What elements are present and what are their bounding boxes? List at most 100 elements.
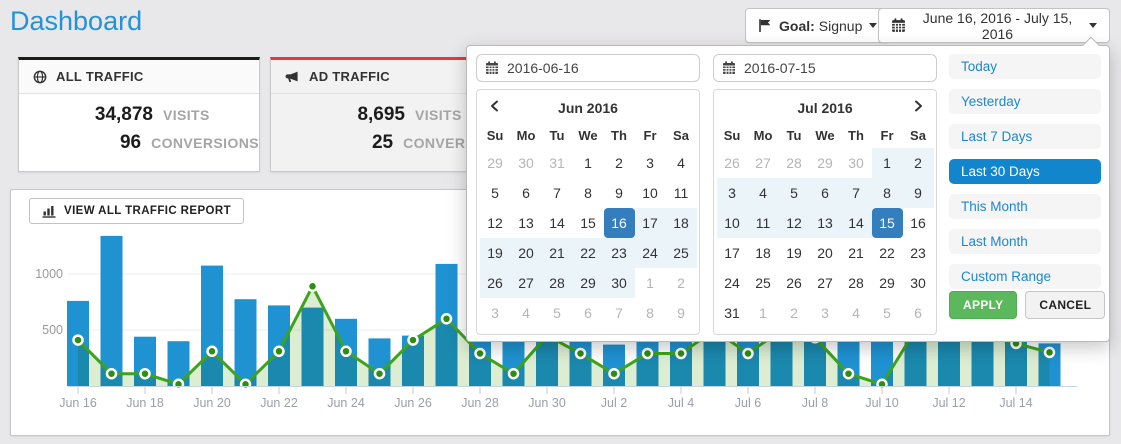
calendar-day[interactable]: 14 <box>840 208 872 238</box>
calendar-day[interactable]: 6 <box>584 305 592 321</box>
calendar-day[interactable]: 8 <box>646 305 654 321</box>
calendar-day[interactable]: 18 <box>665 208 697 238</box>
calendar-day[interactable]: 8 <box>584 185 592 201</box>
calendar-day[interactable]: 21 <box>848 245 864 261</box>
calendar-day[interactable]: 24 <box>724 275 740 291</box>
calendar-day[interactable]: 28 <box>848 275 864 291</box>
calendar-day[interactable]: 14 <box>549 215 565 231</box>
start-date-input[interactable] <box>476 54 700 82</box>
calendar-day[interactable]: 2 <box>615 155 623 171</box>
calendar-day[interactable]: 25 <box>755 275 771 291</box>
calendar-day[interactable]: 9 <box>902 178 934 208</box>
calendar-day[interactable]: 7 <box>615 305 623 321</box>
calendar-day[interactable]: 4 <box>522 305 530 321</box>
range-option-last-7-days[interactable]: Last 7 Days <box>949 124 1101 149</box>
calendar-day[interactable]: 5 <box>553 305 561 321</box>
calendar-day[interactable]: 15 <box>580 215 596 231</box>
calendar-day[interactable]: 31 <box>549 155 565 171</box>
calendar-day[interactable]: 6 <box>809 178 841 208</box>
calendar-day[interactable]: 6 <box>522 185 530 201</box>
calendar-day[interactable]: 16 <box>910 215 926 231</box>
range-option-today[interactable]: Today <box>949 54 1101 79</box>
calendar-day[interactable]: 5 <box>778 178 810 208</box>
apply-button[interactable]: APPLY <box>949 291 1018 319</box>
range-option-custom-range[interactable]: Custom Range <box>949 264 1101 289</box>
calendar-day[interactable]: 30 <box>518 155 534 171</box>
calendar-day[interactable]: 17 <box>724 245 740 261</box>
calendar-day[interactable]: 4 <box>852 305 860 321</box>
calendar-day[interactable]: 26 <box>724 155 740 171</box>
calendar-day[interactable]: 3 <box>716 178 748 208</box>
next-month-icon[interactable] <box>908 99 928 117</box>
date-range-button[interactable]: June 16, 2016 - July 15, 2016 <box>878 8 1110 43</box>
range-option-last-month[interactable]: Last Month <box>949 229 1101 254</box>
calendar-day[interactable]: 8 <box>871 178 903 208</box>
calendar-day[interactable]: 9 <box>615 185 623 201</box>
calendar-day[interactable]: 27 <box>755 155 771 171</box>
calendar-day[interactable]: 21 <box>541 238 573 268</box>
calendar-day[interactable]: 27 <box>817 275 833 291</box>
calendar-day[interactable]: 30 <box>910 275 926 291</box>
calendar-day[interactable]: 26 <box>786 275 802 291</box>
range-option-last-30-days[interactable]: Last 30 Days <box>949 159 1101 184</box>
calendar-day[interactable]: 4 <box>677 155 685 171</box>
calendar-day[interactable]: 7 <box>840 178 872 208</box>
calendar-day[interactable]: 24 <box>634 238 666 268</box>
calendar-day[interactable]: 4 <box>747 178 779 208</box>
calendar-day[interactable]: 30 <box>603 268 635 298</box>
range-option-yesterday[interactable]: Yesterday <box>949 89 1101 114</box>
end-date-input[interactable] <box>713 54 937 82</box>
calendar-day[interactable]: 1 <box>871 148 903 178</box>
calendar-day[interactable]: 20 <box>817 245 833 261</box>
calendar-day[interactable]: 2 <box>902 148 934 178</box>
calendar-day[interactable]: 1 <box>646 275 654 291</box>
calendar-day[interactable]: 2 <box>790 305 798 321</box>
calendar-day[interactable]: 5 <box>491 185 499 201</box>
calendar-day[interactable]: 23 <box>910 245 926 261</box>
calendar-day[interactable]: 5 <box>883 305 891 321</box>
calendar-day[interactable]: 12 <box>487 215 503 231</box>
calendar-day[interactable]: 3 <box>821 305 829 321</box>
calendar-day-selected[interactable]: 16 <box>603 208 635 238</box>
calendar-day[interactable]: 1 <box>759 305 767 321</box>
calendar-day[interactable]: 2 <box>677 275 685 291</box>
calendar-day[interactable]: 28 <box>541 268 573 298</box>
calendar-day[interactable]: 30 <box>848 155 864 171</box>
calendar-day[interactable]: 18 <box>755 245 771 261</box>
calendar-day[interactable]: 26 <box>479 268 511 298</box>
goal-dropdown-button[interactable]: Goal: Signup <box>745 8 891 43</box>
calendar-day[interactable]: 23 <box>603 238 635 268</box>
cancel-button[interactable]: CANCEL <box>1025 291 1106 319</box>
calendar-day[interactable]: 6 <box>914 305 922 321</box>
calendar-day-selected[interactable]: 15 <box>871 208 903 238</box>
calendar-day[interactable]: 29 <box>879 275 895 291</box>
calendar-day[interactable]: 27 <box>510 268 542 298</box>
calendar-day[interactable]: 12 <box>778 208 810 238</box>
calendar-day[interactable]: 9 <box>677 305 685 321</box>
calendar-day[interactable]: 29 <box>487 155 503 171</box>
calendar-day[interactable]: 19 <box>479 238 511 268</box>
calendar-day[interactable]: 29 <box>572 268 604 298</box>
calendar-day[interactable]: 25 <box>665 238 697 268</box>
calendar-day[interactable]: 22 <box>879 245 895 261</box>
calendar-day[interactable]: 11 <box>673 185 689 201</box>
calendar-day[interactable]: 29 <box>817 155 833 171</box>
calendar-day[interactable]: 7 <box>553 185 561 201</box>
calendar-day[interactable]: 1 <box>584 155 592 171</box>
calendar-day[interactable]: 10 <box>642 185 658 201</box>
calendar-day[interactable]: 10 <box>716 208 748 238</box>
prev-month-icon[interactable] <box>485 99 505 117</box>
calendar-day[interactable]: 22 <box>572 238 604 268</box>
calendar-day[interactable]: 19 <box>786 245 802 261</box>
calendar-day[interactable]: 3 <box>491 305 499 321</box>
range-option-this-month[interactable]: This Month <box>949 194 1101 219</box>
calendar-day[interactable]: 3 <box>646 155 654 171</box>
calendar-day[interactable]: 20 <box>510 238 542 268</box>
all-traffic-card[interactable]: ALL TRAFFIC 34,878 VISITS 96 CONVERSIONS <box>18 57 260 172</box>
calendar-day[interactable]: 13 <box>809 208 841 238</box>
calendar-day[interactable]: 13 <box>518 215 534 231</box>
view-all-traffic-report-button[interactable]: VIEW ALL TRAFFIC REPORT <box>29 198 244 224</box>
calendar-day[interactable]: 31 <box>724 305 740 321</box>
calendar-day[interactable]: 28 <box>786 155 802 171</box>
calendar-day[interactable]: 17 <box>634 208 666 238</box>
